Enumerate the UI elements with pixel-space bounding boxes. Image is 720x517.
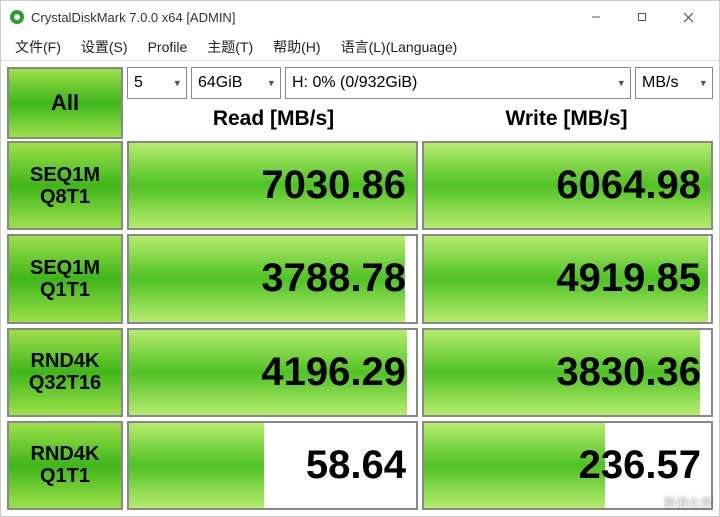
- app-window: CrystalDiskMark 7.0.0 x64 [ADMIN] 文件(F) …: [0, 0, 720, 517]
- runs-select[interactable]: 5 ▾: [127, 67, 187, 99]
- write-value: 236.57: [579, 443, 701, 488]
- header-read: Read [MB/s]: [127, 107, 420, 131]
- menu-settings[interactable]: 设置(S): [73, 35, 136, 59]
- menu-file[interactable]: 文件(F): [7, 35, 69, 59]
- read-value: 58.64: [306, 443, 406, 488]
- test-button-seq1m-q1t1[interactable]: SEQ1M Q1T1: [7, 234, 123, 323]
- test-label-line1: RND4K: [31, 443, 100, 465]
- unit-value: MB/s: [642, 74, 678, 92]
- test-label-line2: Q8T1: [40, 186, 90, 208]
- minimize-button[interactable]: [573, 2, 619, 32]
- test-row: SEQ1M Q1T1 3788.78 4919.85: [7, 234, 713, 323]
- test-label-line2: Q1T1: [40, 465, 90, 487]
- test-row: SEQ1M Q8T1 7030.86 6064.98: [7, 141, 713, 230]
- menu-profile[interactable]: Profile: [140, 37, 196, 57]
- write-value: 3830.36: [556, 350, 701, 395]
- maximize-button[interactable]: [619, 2, 665, 32]
- test-label-line1: SEQ1M: [30, 257, 100, 279]
- size-value: 64GiB: [198, 74, 242, 92]
- titlebar: CrystalDiskMark 7.0.0 x64 [ADMIN]: [1, 1, 719, 33]
- selectors-row: 5 ▾ 64GiB ▾ H: 0% (0/932GiB) ▾ MB/s ▾: [127, 67, 713, 99]
- test-label-line2: Q1T1: [40, 279, 90, 301]
- results-grid: SEQ1M Q8T1 7030.86 6064.98 SEQ1M Q1T1 37…: [1, 141, 719, 516]
- header-write: Write [MB/s]: [420, 107, 713, 131]
- menu-theme[interactable]: 主题(T): [199, 35, 261, 59]
- app-icon: [9, 9, 25, 25]
- write-cell: 236.57: [422, 421, 713, 510]
- menu-help[interactable]: 帮助(H): [265, 35, 328, 59]
- drive-value: H: 0% (0/932GiB): [292, 74, 417, 92]
- read-cell: 7030.86: [127, 141, 418, 230]
- menu-language[interactable]: 语言(L)(Language): [333, 35, 466, 59]
- read-cell: 58.64: [127, 421, 418, 510]
- test-button-rnd4k-q32t16[interactable]: RND4K Q32T16: [7, 328, 123, 417]
- write-cell: 6064.98: [422, 141, 713, 230]
- controls-column: 5 ▾ 64GiB ▾ H: 0% (0/932GiB) ▾ MB/s ▾ Re…: [127, 67, 713, 139]
- drive-select[interactable]: H: 0% (0/932GiB) ▾: [285, 67, 631, 99]
- runs-value: 5: [134, 74, 143, 92]
- chevron-down-icon: ▾: [700, 77, 706, 90]
- read-value: 7030.86: [261, 163, 406, 208]
- read-value: 3788.78: [261, 256, 406, 301]
- write-cell: 3830.36: [422, 328, 713, 417]
- chevron-down-icon: ▾: [268, 77, 274, 90]
- write-value: 6064.98: [556, 163, 701, 208]
- window-title: CrystalDiskMark 7.0.0 x64 [ADMIN]: [31, 10, 573, 25]
- write-value: 4919.85: [556, 256, 701, 301]
- test-button-seq1m-q8t1[interactable]: SEQ1M Q8T1: [7, 141, 123, 230]
- test-label-line1: RND4K: [31, 350, 100, 372]
- menubar: 文件(F) 设置(S) Profile 主题(T) 帮助(H) 语言(L)(La…: [1, 33, 719, 61]
- test-label-line2: Q32T16: [29, 372, 101, 394]
- write-cell: 4919.85: [422, 234, 713, 323]
- window-buttons: [573, 2, 711, 32]
- size-select[interactable]: 64GiB ▾: [191, 67, 281, 99]
- read-cell: 3788.78: [127, 234, 418, 323]
- all-button[interactable]: All: [7, 67, 123, 139]
- unit-select[interactable]: MB/s ▾: [635, 67, 713, 99]
- column-headers: Read [MB/s] Write [MB/s]: [127, 101, 713, 137]
- read-value: 4196.29: [261, 350, 406, 395]
- controls-row: All 5 ▾ 64GiB ▾ H: 0% (0/932GiB) ▾ MB/s …: [1, 61, 719, 141]
- read-cell: 4196.29: [127, 328, 418, 417]
- close-button[interactable]: [665, 2, 711, 32]
- chevron-down-icon: ▾: [174, 77, 180, 90]
- test-row: RND4K Q1T1 58.64 236.57: [7, 421, 713, 510]
- test-row: RND4K Q32T16 4196.29 3830.36: [7, 328, 713, 417]
- test-button-rnd4k-q1t1[interactable]: RND4K Q1T1: [7, 421, 123, 510]
- read-fill-bar: [129, 423, 264, 508]
- chevron-down-icon: ▾: [618, 77, 624, 90]
- test-label-line1: SEQ1M: [30, 164, 100, 186]
